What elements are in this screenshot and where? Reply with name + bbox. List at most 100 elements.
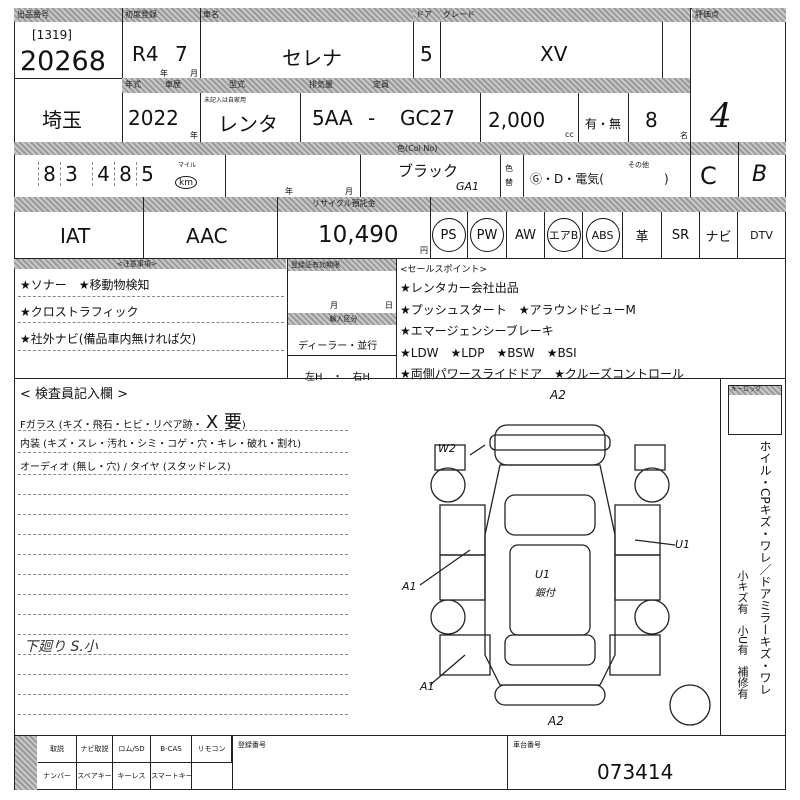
option: 有・無 — [585, 117, 622, 131]
equipment-label: DTV — [750, 228, 773, 242]
accessory-item: スペアキー — [77, 763, 113, 790]
chassis-label: 車台番号 — [513, 741, 541, 749]
right-rear-door — [614, 554, 661, 601]
mark-rear: A2 — [548, 714, 564, 728]
accessory-item: リモコン — [192, 736, 232, 763]
mark-right: U1 — [675, 538, 691, 551]
model-name: セレナ — [282, 46, 342, 70]
front-bumper — [494, 424, 606, 466]
accessory-item: ナビ取説 — [77, 736, 113, 763]
equipment-pw: PW — [468, 212, 507, 258]
seats-unit: 名 — [680, 131, 688, 140]
mileage-digit: 8 — [38, 162, 60, 186]
mileage-digit: 4 — [92, 162, 114, 186]
equipment-label: SR — [671, 227, 690, 243]
front-right-wheel — [634, 467, 670, 503]
inspection-year-unit: 年 — [285, 187, 293, 196]
mark-roof2: 鍛付 — [535, 588, 555, 599]
inspector-line: 内装 (キズ・スレ・汚れ・シミ・コゲ・穴・キレ・破れ・割れ) — [20, 439, 301, 450]
front-left-wheel — [430, 467, 466, 503]
displacement-unit: cc — [565, 130, 574, 139]
month-unit: 月 — [190, 69, 198, 78]
color-name: ブラック — [398, 162, 459, 180]
chassis-number: 073414 — [597, 760, 674, 784]
shift-mark: C — [700, 162, 717, 190]
equipment-label: AW — [514, 227, 537, 243]
sales-point: ★両側パワースライドドア ★クルーズコントロール — [400, 367, 684, 381]
row3-header: 色(Col No) — [14, 142, 786, 155]
sales-point: ★LDW ★LDP ★BSW ★BSI — [400, 346, 577, 360]
import-handle: 左H ・ 右H — [305, 372, 371, 383]
equipment-dtv: DTV — [738, 212, 786, 258]
rear-left-wheel — [430, 599, 466, 635]
lot-header: 出品番号 — [14, 8, 122, 22]
equipment-label: ABS — [585, 218, 620, 252]
fglass-mark: X 要 — [205, 412, 242, 433]
first-reg-era-year: R4 — [132, 42, 159, 66]
interior-mark: B — [752, 162, 768, 187]
reg-day-unit: 日 — [385, 301, 393, 310]
displacement: 2,000 — [488, 108, 546, 132]
usage: レンタ — [218, 112, 278, 136]
first-reg-header: 初度登録 — [122, 8, 200, 22]
key-lock-header: キーロック — [728, 385, 782, 395]
accessory-item: B-CAS — [151, 736, 192, 763]
equipment-aw: AW — [507, 212, 545, 258]
reg-no-label: 登録番号 — [238, 741, 266, 749]
lot-session: [1319] — [32, 28, 72, 42]
reg-expiry-header: 登録証有効期限 — [288, 259, 396, 271]
right-quarter — [609, 634, 661, 676]
row2-header: 年式 車歴 型式 排気量 定員 — [122, 78, 690, 93]
sales-point: ★プッシュスタート ★アラウンドビューM — [400, 303, 636, 317]
wheel-mirror-text: ホイル・CPキズ・ワレ／ドアミラーキズ・ワレ — [758, 440, 772, 696]
accessory-item: キーレス — [113, 763, 151, 790]
equipment-label: PS — [431, 218, 466, 252]
equipment-label: ナビ — [705, 229, 732, 245]
model-year-unit: 年 — [190, 131, 198, 140]
note-item: ★社外ナビ(備品車内無ければ欠) — [20, 332, 197, 346]
grade-header: グレード — [440, 8, 690, 22]
car-diagram — [419, 424, 711, 726]
mark-w: W2 — [438, 442, 456, 455]
notes-header: <注意事項> — [14, 259, 286, 269]
equipment-ナビ: ナビ — [700, 212, 738, 258]
left-rear-door — [439, 554, 486, 601]
usage-note: 未記入は自家用 — [204, 97, 247, 104]
km-unit: km — [175, 176, 197, 189]
sales-point: ★エマージェンシーブレーキ — [400, 324, 554, 338]
import-header: 輸入区分 — [288, 313, 396, 325]
type-prefix: 5AA — [312, 106, 353, 130]
door-header: ドア — [413, 8, 440, 22]
rear-bumper — [494, 684, 606, 706]
spare-tire — [669, 684, 711, 726]
equipment-ps: PS — [430, 212, 468, 258]
handwritten-note: 下廻り S.小 — [24, 639, 98, 655]
mileage-digit: 5 — [136, 162, 158, 186]
first-reg-month: 7 — [175, 42, 188, 66]
mark-left-low: A1 — [420, 680, 435, 693]
recycle-unit: 円 — [420, 246, 428, 255]
mark-left: A1 — [402, 580, 417, 593]
recycle-fee: 10,490 — [318, 222, 399, 248]
fuel: Ⓖ・D・電気() — [530, 172, 669, 186]
model-year: 2022 — [128, 106, 179, 130]
left-fender — [434, 444, 466, 471]
reg-month-unit: 月 — [330, 301, 338, 310]
mileage: 8 3 4 8 5 — [38, 162, 158, 186]
mileage-digit: 8 — [114, 162, 136, 186]
left-quarter — [439, 634, 491, 676]
fuel-other: その他 — [628, 161, 649, 169]
note-item: ★ソナー ★移動物検知 — [20, 278, 150, 292]
right-front-door — [614, 504, 661, 556]
model-header: 車名 — [200, 8, 413, 22]
score-header: 評価点 — [692, 8, 786, 22]
mile-unit: マイル — [178, 162, 197, 169]
note-item: ★クロストラフィック — [20, 305, 139, 319]
color-change-label: 色替 — [505, 164, 513, 187]
transmission: IAT — [60, 224, 91, 248]
windshield — [504, 494, 596, 536]
grade: XV — [540, 42, 568, 66]
equipment-label: エアB — [546, 218, 581, 252]
color-code: GA1 — [456, 180, 480, 193]
accessory-item: 取説 — [38, 736, 77, 763]
